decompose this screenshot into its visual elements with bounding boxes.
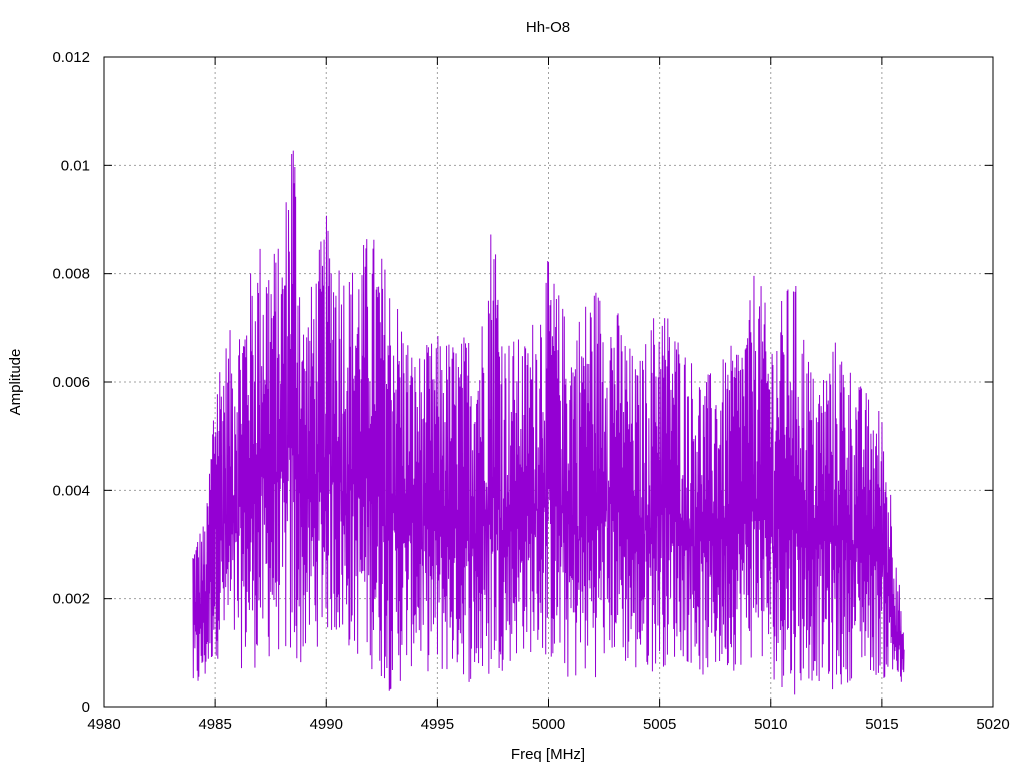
x-tick-labels: 4980 4985 4990 4995 5000 5005 5010 5015 5020 (87, 716, 1009, 733)
y-tick-label: 0.006 (52, 374, 90, 391)
x-tick-label: 5000 (532, 716, 565, 733)
ticks (103, 56, 994, 708)
x-tick-label: 4990 (310, 716, 343, 733)
x-tick-label: 5010 (754, 716, 787, 733)
chart-title: Hh-O8 (526, 19, 570, 36)
y-tick-label: 0.004 (52, 482, 90, 499)
x-tick-label: 4985 (198, 716, 231, 733)
x-tick-label: 5005 (643, 716, 676, 733)
y-tick-label: 0.01 (61, 157, 90, 174)
y-axis-label: Amplitude (7, 349, 24, 416)
x-tick-label: 4995 (421, 716, 454, 733)
series-line (192, 150, 905, 695)
spectrum-line (192, 150, 905, 695)
x-tick-label: 5015 (865, 716, 898, 733)
y-tick-label: 0.008 (52, 266, 90, 283)
x-tick-label: 5020 (976, 716, 1009, 733)
x-axis-label: Freq [MHz] (511, 746, 585, 763)
x-tick-label: 4980 (87, 716, 120, 733)
y-tick-label: 0.002 (52, 591, 90, 608)
y-tick-label: 0.012 (52, 49, 90, 66)
y-tick-labels: 0 0.002 0.004 0.006 0.008 0.01 0.012 (52, 49, 90, 716)
y-tick-label: 0 (82, 699, 90, 716)
